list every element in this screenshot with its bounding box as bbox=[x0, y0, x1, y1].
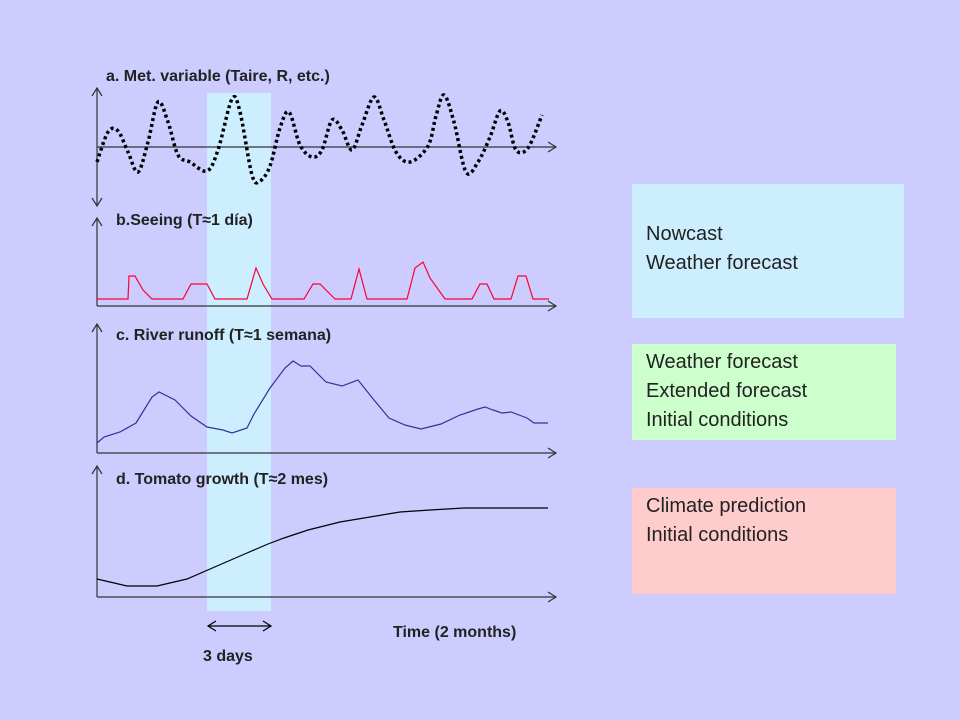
panel-a-title: a. Met. variable (Taire, R, etc.) bbox=[106, 68, 330, 85]
panel-b-title: b.Seeing (T≈1 día) bbox=[116, 212, 253, 229]
time-window-highlight bbox=[207, 93, 271, 611]
span-double-arrow bbox=[206, 620, 273, 632]
box-line: Weather forecast bbox=[646, 351, 798, 373]
panel-d-title: d. Tomato growth (T≈2 mes) bbox=[116, 471, 329, 488]
extended-forecast-box: Weather forecast Extended forecast Initi… bbox=[632, 344, 896, 440]
climate-prediction-box: Climate prediction Initial conditions bbox=[632, 488, 896, 594]
panel-a-axes bbox=[91, 86, 558, 208]
box-line: Nowcast bbox=[646, 223, 723, 245]
panel-d-axes bbox=[91, 464, 558, 603]
approx-symbol: ≈ bbox=[244, 327, 253, 344]
span-label: 3 days bbox=[203, 648, 253, 665]
box-line: Extended forecast bbox=[646, 380, 808, 402]
approx-symbol: ≈ bbox=[268, 471, 278, 488]
nowcast-box: Nowcast Weather forecast bbox=[632, 184, 904, 318]
box-line: Initial conditions bbox=[646, 524, 789, 546]
box-line: Weather forecast bbox=[646, 252, 798, 274]
panel-b-axes bbox=[91, 216, 558, 312]
box-line: Climate prediction bbox=[646, 495, 807, 517]
river-runoff-line bbox=[96, 360, 548, 444]
panel-c-axes bbox=[91, 322, 558, 459]
box-line: Initial conditions bbox=[646, 409, 789, 431]
met-variable-line bbox=[95, 93, 544, 185]
panel-c-title: c. River runoff (T≈1 semana) bbox=[116, 327, 332, 344]
tomato-growth-line bbox=[96, 507, 548, 587]
seeing-line bbox=[97, 261, 549, 300]
approx-symbol: ≈ bbox=[202, 212, 212, 229]
time-axis-label: Time (2 months) bbox=[393, 624, 517, 641]
